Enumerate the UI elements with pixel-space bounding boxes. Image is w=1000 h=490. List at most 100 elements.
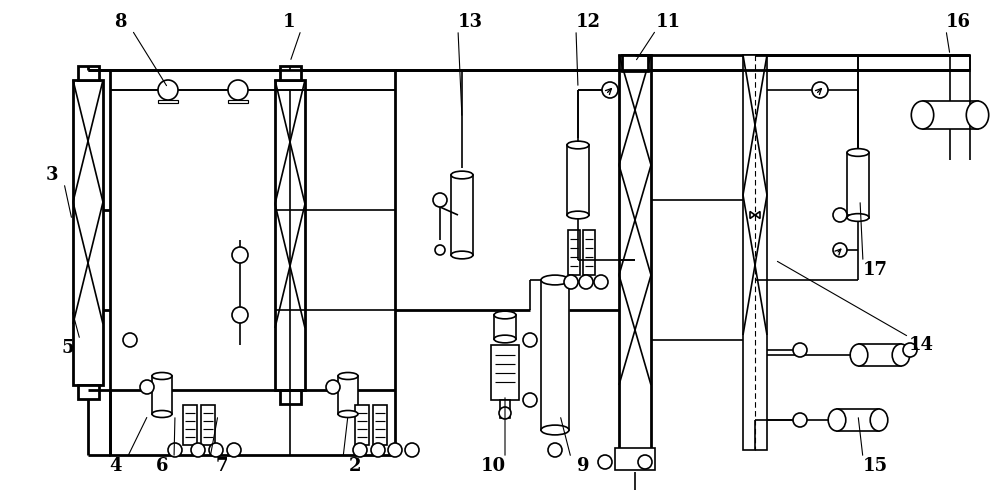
Text: 8: 8	[114, 13, 126, 31]
Bar	[847, 152, 869, 218]
Text: 3: 3	[46, 166, 58, 184]
Circle shape	[405, 443, 419, 457]
Ellipse shape	[451, 251, 473, 259]
Circle shape	[833, 243, 847, 257]
Circle shape	[435, 245, 445, 255]
Text: 2: 2	[349, 457, 361, 475]
Circle shape	[232, 247, 248, 263]
Text: 12: 12	[576, 13, 600, 31]
Circle shape	[209, 443, 223, 457]
Circle shape	[140, 380, 154, 394]
Bar	[275, 80, 305, 390]
Bar	[280, 390, 300, 404]
Circle shape	[523, 333, 537, 347]
Ellipse shape	[152, 411, 172, 417]
Text: 6: 6	[156, 457, 168, 475]
Circle shape	[579, 275, 593, 289]
Bar	[355, 405, 369, 445]
Bar	[152, 376, 172, 414]
Circle shape	[564, 275, 578, 289]
Ellipse shape	[338, 372, 358, 379]
Ellipse shape	[870, 409, 888, 431]
Ellipse shape	[494, 311, 516, 319]
Circle shape	[158, 80, 178, 100]
Ellipse shape	[541, 425, 569, 435]
Circle shape	[602, 82, 618, 98]
Bar	[615, 448, 655, 470]
Ellipse shape	[567, 211, 589, 219]
Circle shape	[638, 455, 652, 469]
Text: 9: 9	[577, 457, 589, 475]
Text: 5: 5	[62, 339, 74, 357]
Polygon shape	[750, 212, 760, 219]
Bar	[338, 376, 358, 414]
Bar	[837, 409, 879, 431]
Ellipse shape	[541, 275, 569, 285]
Bar	[859, 344, 901, 366]
Bar	[201, 405, 215, 445]
Bar	[619, 55, 651, 450]
Bar	[110, 70, 395, 455]
Bar	[622, 55, 648, 71]
Circle shape	[123, 333, 137, 347]
Circle shape	[833, 208, 847, 222]
Bar	[280, 66, 300, 80]
Bar	[78, 385, 98, 399]
Ellipse shape	[338, 411, 358, 417]
Text: 11: 11	[656, 13, 680, 31]
Ellipse shape	[850, 344, 868, 366]
Bar	[922, 101, 978, 129]
Text: 7: 7	[216, 457, 228, 475]
Bar	[583, 230, 595, 275]
Bar	[568, 230, 580, 275]
Circle shape	[227, 443, 241, 457]
Circle shape	[353, 443, 367, 457]
Text: 14: 14	[908, 336, 934, 354]
Bar	[158, 100, 178, 103]
Bar	[373, 405, 387, 445]
Circle shape	[433, 193, 447, 207]
Ellipse shape	[152, 372, 172, 379]
Ellipse shape	[966, 101, 989, 129]
Circle shape	[548, 443, 562, 457]
Bar	[451, 175, 473, 255]
Circle shape	[191, 443, 205, 457]
Circle shape	[499, 407, 511, 419]
Ellipse shape	[847, 214, 869, 221]
Text: 10: 10	[480, 457, 506, 475]
Ellipse shape	[494, 335, 516, 343]
Bar	[500, 400, 510, 418]
Bar	[228, 100, 248, 103]
Text: 1: 1	[283, 13, 295, 31]
Ellipse shape	[828, 409, 846, 431]
Ellipse shape	[911, 101, 934, 129]
Ellipse shape	[451, 171, 473, 179]
Bar	[494, 315, 516, 339]
Text: 15: 15	[862, 457, 888, 475]
Text: 17: 17	[862, 261, 888, 279]
Ellipse shape	[892, 344, 910, 366]
Circle shape	[793, 413, 807, 427]
Bar	[541, 280, 569, 430]
Circle shape	[388, 443, 402, 457]
Circle shape	[793, 343, 807, 357]
Text: 13: 13	[458, 13, 482, 31]
Bar	[491, 345, 519, 400]
Bar	[183, 405, 197, 445]
Bar	[73, 80, 103, 385]
Circle shape	[371, 443, 385, 457]
Circle shape	[523, 393, 537, 407]
Ellipse shape	[847, 148, 869, 156]
Bar	[78, 66, 98, 80]
Circle shape	[903, 343, 917, 357]
Ellipse shape	[567, 141, 589, 149]
Circle shape	[168, 443, 182, 457]
Text: 16: 16	[946, 13, 970, 31]
Circle shape	[228, 80, 248, 100]
Circle shape	[232, 307, 248, 323]
Text: 4: 4	[109, 457, 121, 475]
Bar	[567, 145, 589, 215]
Circle shape	[598, 455, 612, 469]
Circle shape	[812, 82, 828, 98]
Circle shape	[326, 380, 340, 394]
